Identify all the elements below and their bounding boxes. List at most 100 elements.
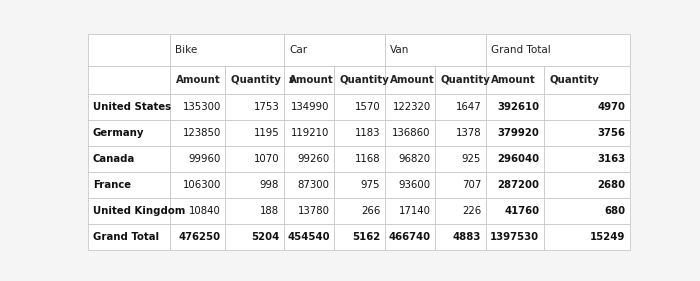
Text: Van: Van	[390, 45, 410, 55]
Bar	[384, 120, 435, 146]
Text: 998: 998	[260, 180, 279, 190]
Bar	[170, 94, 225, 120]
Text: 1570: 1570	[354, 102, 380, 112]
Text: 680: 680	[605, 206, 626, 216]
Bar	[170, 146, 225, 172]
Text: 15249: 15249	[590, 232, 626, 242]
Bar	[435, 224, 486, 250]
Bar	[225, 120, 284, 146]
Bar	[384, 146, 435, 172]
Text: Amount: Amount	[176, 75, 220, 85]
Text: 287200: 287200	[497, 180, 539, 190]
Bar	[334, 66, 384, 94]
Bar	[88, 34, 170, 66]
Text: 266: 266	[360, 206, 380, 216]
Bar	[544, 198, 630, 224]
Bar	[225, 224, 284, 250]
Bar	[334, 120, 384, 146]
Text: 96820: 96820	[398, 154, 430, 164]
Bar	[334, 94, 384, 120]
Bar	[435, 146, 486, 172]
Text: France: France	[93, 180, 131, 190]
Text: 1397530: 1397530	[490, 232, 539, 242]
Text: Quantity: Quantity	[440, 75, 490, 85]
Text: 122320: 122320	[393, 102, 430, 112]
Text: 5204: 5204	[251, 232, 279, 242]
Bar	[284, 172, 334, 198]
Text: 454540: 454540	[287, 232, 330, 242]
Bar	[486, 120, 544, 146]
Bar	[334, 172, 384, 198]
Bar	[544, 120, 630, 146]
Text: 476250: 476250	[179, 232, 221, 242]
Text: 4883: 4883	[453, 232, 481, 242]
Bar	[170, 172, 225, 198]
Text: 1183: 1183	[355, 128, 380, 138]
Bar	[225, 94, 284, 120]
Text: 975: 975	[360, 180, 380, 190]
Bar	[170, 120, 225, 146]
Bar	[544, 146, 630, 172]
Bar	[334, 146, 384, 172]
Text: 17140: 17140	[399, 206, 430, 216]
Text: 135300: 135300	[183, 102, 221, 112]
Text: 1168: 1168	[355, 154, 380, 164]
Text: 188: 188	[260, 206, 279, 216]
Text: 226: 226	[462, 206, 481, 216]
Bar	[486, 66, 544, 94]
Text: 3163: 3163	[598, 154, 626, 164]
Bar	[88, 66, 170, 94]
Bar	[334, 224, 384, 250]
Text: 3756: 3756	[598, 128, 626, 138]
Bar	[284, 198, 334, 224]
Text: Quantity  ∨: Quantity ∨	[231, 75, 296, 85]
Bar	[544, 172, 630, 198]
Text: 707: 707	[462, 180, 481, 190]
Text: Canada: Canada	[93, 154, 135, 164]
Bar	[284, 224, 334, 250]
Bar	[486, 34, 630, 66]
Bar	[334, 198, 384, 224]
Bar	[284, 146, 334, 172]
Bar	[88, 146, 170, 172]
Bar	[225, 66, 284, 94]
Bar	[284, 120, 334, 146]
Bar	[88, 224, 170, 250]
Text: 93600: 93600	[398, 180, 430, 190]
Bar	[486, 172, 544, 198]
Bar	[384, 34, 486, 66]
Text: Car: Car	[289, 45, 307, 55]
Text: 925: 925	[462, 154, 481, 164]
Bar	[435, 172, 486, 198]
Text: 87300: 87300	[298, 180, 330, 190]
Text: 379920: 379920	[498, 128, 539, 138]
Bar	[384, 198, 435, 224]
Bar	[284, 66, 334, 94]
Text: 1070: 1070	[253, 154, 279, 164]
Text: 392610: 392610	[497, 102, 539, 112]
Text: 1378: 1378	[456, 128, 481, 138]
Bar	[88, 172, 170, 198]
Text: 134990: 134990	[291, 102, 330, 112]
Text: 1753: 1753	[253, 102, 279, 112]
Text: 296040: 296040	[497, 154, 539, 164]
Bar	[284, 34, 384, 66]
Text: Grand Total: Grand Total	[93, 232, 159, 242]
Bar	[486, 198, 544, 224]
Bar	[486, 146, 544, 172]
Bar	[544, 224, 630, 250]
Text: Grand Total: Grand Total	[491, 45, 551, 55]
Bar	[435, 94, 486, 120]
Text: 1647: 1647	[456, 102, 481, 112]
Text: Bike: Bike	[176, 45, 197, 55]
Text: 123850: 123850	[183, 128, 221, 138]
Bar	[88, 120, 170, 146]
Text: 1195: 1195	[253, 128, 279, 138]
Text: 41760: 41760	[504, 206, 539, 216]
Text: 106300: 106300	[183, 180, 221, 190]
Text: 2680: 2680	[598, 180, 626, 190]
Text: 99960: 99960	[189, 154, 221, 164]
Bar	[170, 66, 225, 94]
Bar	[88, 198, 170, 224]
Bar	[384, 66, 435, 94]
